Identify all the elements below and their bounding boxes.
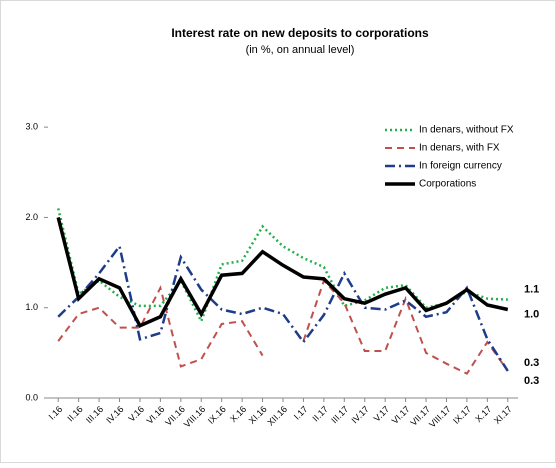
end-label: 1.1 — [524, 283, 539, 295]
series-line — [57, 278, 509, 375]
chart-title: Interest rate on new deposits to corpora… — [171, 26, 429, 40]
y-tick-label: 3.0 — [25, 122, 38, 132]
legend-label: In denars, with FX — [419, 143, 500, 154]
legend-label: Corporations — [419, 179, 476, 190]
y-tick-label: 1.0 — [25, 302, 38, 312]
end-label: 1.0 — [524, 308, 539, 320]
y-tick-label: 2.0 — [25, 212, 38, 222]
series-line — [56, 217, 509, 329]
end-label: 0.3 — [524, 375, 539, 387]
legend-label: In foreign currency — [419, 161, 502, 172]
y-tick-label: 0.0 — [25, 392, 38, 402]
end-label: 0.3 — [524, 357, 539, 369]
legend-label: In denars, without FX — [419, 125, 514, 136]
chart-subtitle: (in %, on annual level) — [246, 44, 355, 56]
